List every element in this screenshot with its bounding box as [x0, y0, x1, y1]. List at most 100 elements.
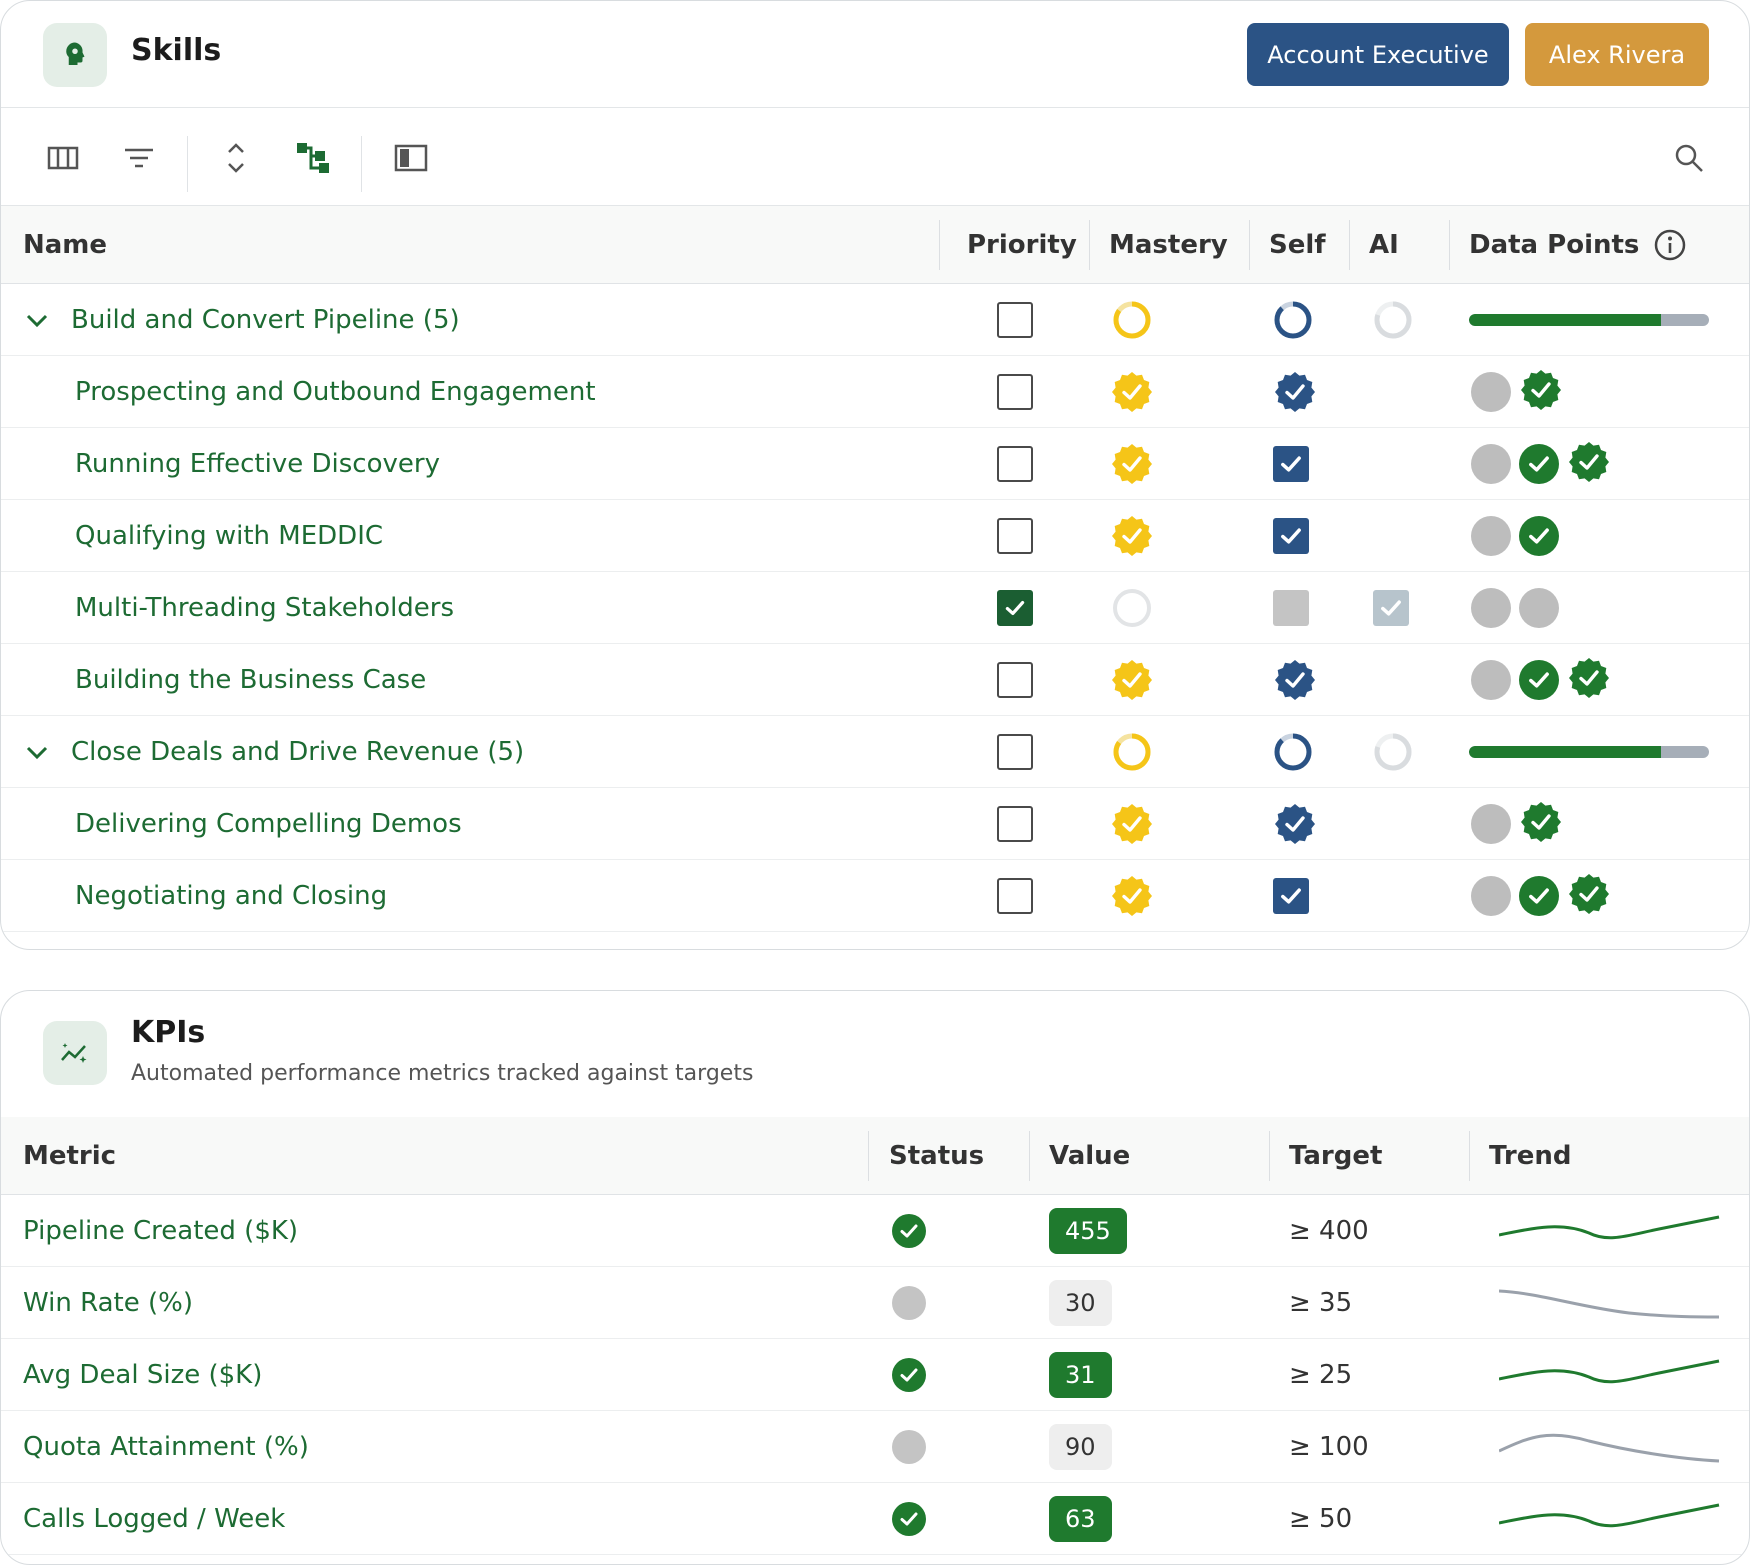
priority-checkbox[interactable]	[997, 716, 1033, 788]
skill-row[interactable]: Running Effective Discovery	[1, 428, 1749, 500]
kpi-value: 31	[1049, 1352, 1112, 1398]
role-button[interactable]: Account Executive	[1247, 23, 1509, 86]
skill-label[interactable]: Running Effective Discovery	[75, 449, 440, 479]
trend-sparkline	[1499, 1483, 1723, 1555]
col-name[interactable]: Name	[23, 230, 108, 260]
user-button[interactable]: Alex Rivera	[1525, 23, 1709, 86]
skill-label[interactable]: Multi-Threading Stakeholders	[75, 593, 455, 623]
trend-sparkline	[1499, 1195, 1723, 1267]
status-met-icon	[892, 1339, 926, 1411]
data-point-pending-icon[interactable]	[1471, 804, 1511, 844]
skill-label[interactable]: Negotiating and Closing	[75, 881, 388, 911]
status-met-icon	[892, 1483, 926, 1555]
kpi-metric[interactable]: Avg Deal Size ($K)	[23, 1360, 263, 1390]
col-self[interactable]: Self	[1269, 230, 1326, 260]
data-point-badge-icon[interactable]	[1519, 800, 1563, 848]
data-point-check-icon[interactable]	[1519, 660, 1559, 700]
trend-sparkline	[1499, 1267, 1723, 1339]
data-point-check-icon[interactable]	[1519, 876, 1559, 916]
priority-checkbox[interactable]	[997, 860, 1033, 932]
data-points-label: Data Points	[1469, 230, 1640, 260]
data-point-badge-icon[interactable]	[1567, 656, 1611, 704]
col-data-points[interactable]: Data Points	[1469, 206, 1687, 284]
col-priority[interactable]: Priority	[967, 230, 1077, 260]
skill-label[interactable]: Qualifying with MEDDIC	[75, 521, 384, 551]
skill-row[interactable]: Multi-Threading Stakeholders	[1, 572, 1749, 644]
toolbar	[1, 108, 1749, 206]
col-value[interactable]: Value	[1049, 1141, 1131, 1171]
skill-row[interactable]: Prospecting and Outbound Engagement	[1, 356, 1749, 428]
skill-label[interactable]: Delivering Compelling Demos	[75, 809, 462, 839]
tree-view-icon[interactable]	[293, 138, 333, 178]
kpi-row[interactable]: Win Rate (%) 30 ≥ 35	[1, 1267, 1749, 1339]
col-ai[interactable]: AI	[1369, 230, 1399, 260]
group-row[interactable]: Build and Convert Pipeline (5)	[1, 284, 1749, 356]
columns-icon[interactable]	[43, 138, 83, 178]
kpi-value-cell: 90	[1049, 1411, 1112, 1483]
group-progress-bar	[1469, 284, 1709, 356]
kpi-metric[interactable]: Calls Logged / Week	[23, 1504, 286, 1534]
kpi-value-cell: 31	[1049, 1339, 1112, 1411]
group-label[interactable]: Close Deals and Drive Revenue (5)	[71, 737, 525, 767]
col-metric[interactable]: Metric	[23, 1141, 117, 1171]
kpi-title: KPIs	[131, 1015, 206, 1050]
data-point-pending-icon[interactable]	[1471, 516, 1511, 556]
panel-toggle-icon[interactable]	[391, 138, 431, 178]
kpi-card: KPIs Automated performance metrics track…	[0, 990, 1750, 1565]
filter-icon[interactable]	[119, 138, 159, 178]
data-point-pending-icon[interactable]	[1471, 876, 1511, 916]
data-point-badge-icon[interactable]	[1519, 368, 1563, 416]
kpi-value: 90	[1049, 1424, 1112, 1470]
info-icon[interactable]	[1653, 228, 1687, 262]
skill-row[interactable]: Building the Business Case	[1, 644, 1749, 716]
ai-check-icon	[1373, 572, 1409, 644]
data-point-check-icon[interactable]	[1519, 444, 1559, 484]
col-mastery[interactable]: Mastery	[1109, 230, 1228, 260]
kpi-metric[interactable]: Pipeline Created ($K)	[23, 1216, 299, 1246]
search-icon[interactable]	[1669, 138, 1709, 178]
kpi-metric[interactable]: Win Rate (%)	[23, 1288, 193, 1318]
priority-checkbox[interactable]	[997, 644, 1033, 716]
data-point-pending-icon[interactable]	[1471, 372, 1511, 412]
kpi-row[interactable]: Avg Deal Size ($K) 31 ≥ 25	[1, 1339, 1749, 1411]
priority-checkbox[interactable]	[997, 500, 1033, 572]
chevron-down-icon[interactable]	[23, 716, 51, 788]
skill-label[interactable]: Building the Business Case	[75, 665, 427, 695]
self-badge-icon	[1273, 644, 1317, 716]
trend-sparkline	[1499, 1411, 1723, 1483]
kpi-metric[interactable]: Quota Attainment (%)	[23, 1432, 309, 1462]
priority-checkbox[interactable]	[997, 356, 1033, 428]
data-points	[1471, 788, 1571, 860]
skill-row[interactable]: Qualifying with MEDDIC	[1, 500, 1749, 572]
group-row[interactable]: Close Deals and Drive Revenue (5)	[1, 716, 1749, 788]
priority-checkbox[interactable]	[997, 572, 1033, 644]
data-point-badge-icon[interactable]	[1567, 872, 1611, 920]
data-point-pending-icon[interactable]	[1471, 444, 1511, 484]
kpi-row[interactable]: Pipeline Created ($K) 455 ≥ 400	[1, 1195, 1749, 1267]
skill-row[interactable]: Negotiating and Closing	[1, 860, 1749, 932]
self-progress-ring	[1271, 284, 1315, 356]
mastery-badge-icon	[1110, 428, 1154, 500]
data-point-pending-icon[interactable]	[1471, 588, 1511, 628]
priority-checkbox[interactable]	[997, 284, 1033, 356]
kpi-table-header: Metric Status Value Target Trend	[1, 1117, 1749, 1195]
priority-checkbox[interactable]	[997, 428, 1033, 500]
data-point-badge-icon[interactable]	[1567, 440, 1611, 488]
kpi-value-cell: 455	[1049, 1195, 1127, 1267]
expand-collapse-icon[interactable]	[216, 138, 256, 178]
data-point-pending-icon[interactable]	[1519, 588, 1559, 628]
kpi-row[interactable]: Calls Logged / Week 63 ≥ 50	[1, 1483, 1749, 1555]
skill-label[interactable]: Prospecting and Outbound Engagement	[75, 377, 596, 407]
mastery-empty-icon	[1110, 572, 1154, 644]
col-target[interactable]: Target	[1289, 1141, 1383, 1171]
priority-checkbox[interactable]	[997, 788, 1033, 860]
kpi-row[interactable]: Quota Attainment (%) 90 ≥ 100	[1, 1411, 1749, 1483]
skill-row[interactable]: Delivering Compelling Demos	[1, 788, 1749, 860]
data-point-pending-icon[interactable]	[1471, 660, 1511, 700]
col-status[interactable]: Status	[889, 1141, 985, 1171]
chevron-down-icon[interactable]	[23, 284, 51, 356]
col-trend[interactable]: Trend	[1489, 1141, 1572, 1171]
group-label[interactable]: Build and Convert Pipeline (5)	[71, 305, 460, 335]
data-point-check-icon[interactable]	[1519, 516, 1559, 556]
ai-progress-ring	[1371, 716, 1415, 788]
